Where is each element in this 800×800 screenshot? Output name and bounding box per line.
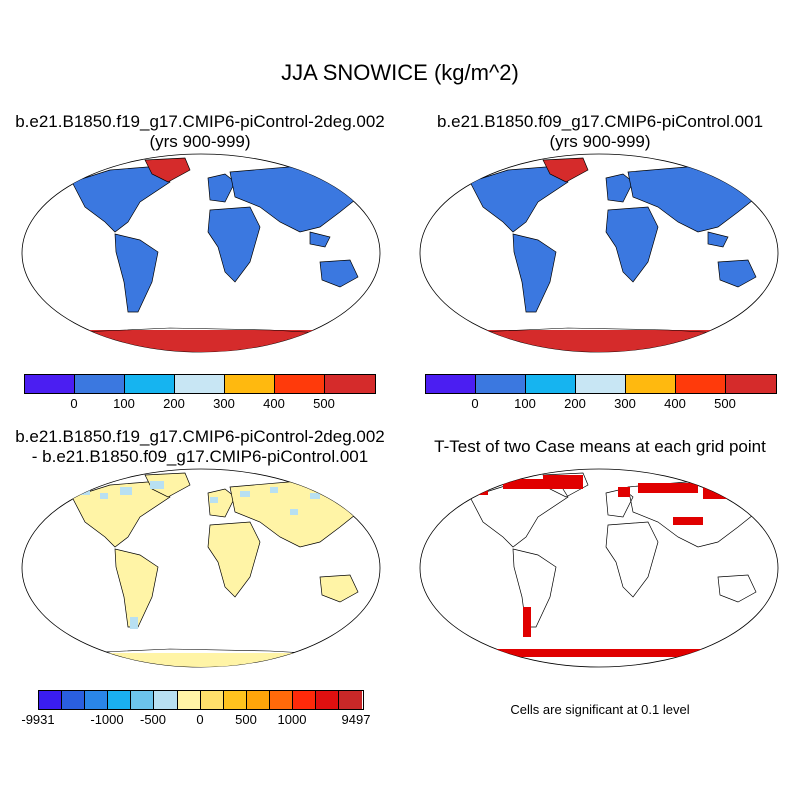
map-diff <box>21 468 381 668</box>
colorbar-swatch <box>325 375 375 393</box>
colorbar-tick-label: 0 <box>70 396 78 411</box>
colorbar-swatch <box>225 375 275 393</box>
colorbar-swatch <box>85 691 109 709</box>
colorbar-tick-label: 500 <box>235 712 257 727</box>
significance-note: Cells are significant at 0.1 level <box>510 702 690 717</box>
colorbar-swatch <box>177 691 201 709</box>
panel-title-case1: b.e21.B1850.f19_g17.CMIP6-piControl-2deg… <box>0 112 400 152</box>
colorbar-tick-label: 0 <box>196 712 204 727</box>
colorbar-swatch <box>200 691 224 709</box>
colorbar-swatch <box>108 691 132 709</box>
colorbar-swatch <box>39 691 63 709</box>
panel-title-line2: (yrs 900-999) <box>549 132 651 151</box>
figure-title: JJA SNOWICE (kg/m^2) <box>281 60 519 85</box>
colorbar-tick-label: 200 <box>564 396 586 411</box>
colorbar-diff <box>38 690 364 710</box>
panel-title-diff: b.e21.B1850.f19_g17.CMIP6-piControl-2deg… <box>0 427 400 467</box>
colorbar-swatch <box>125 375 175 393</box>
colorbar-swatch <box>175 375 225 393</box>
colorbar-tick-label: -1000 <box>90 712 124 727</box>
colorbar-swatch <box>476 375 526 393</box>
colorbar-tick-label: 1000 <box>277 712 307 727</box>
panel-title-line2: - b.e21.B1850.f09_g17.CMIP6-piControl.00… <box>31 447 369 466</box>
colorbar-swatch <box>339 691 363 709</box>
colorbar-swatch <box>25 375 75 393</box>
colorbar-swatch <box>676 375 726 393</box>
colorbar-swatch <box>275 375 325 393</box>
colorbar-swatch <box>726 375 776 393</box>
colorbar-tick-label: 300 <box>213 396 235 411</box>
panel-title-case2: b.e21.B1850.f09_g17.CMIP6-piControl.001 … <box>400 112 800 152</box>
colorbar-tick-label: 500 <box>714 396 736 411</box>
colorbar-tick-label: 300 <box>614 396 636 411</box>
colorbar-tick-label: 0 <box>471 396 479 411</box>
colorbar-swatch <box>62 691 86 709</box>
panel-title-ttest: T-Test of two Case means at each grid po… <box>400 437 800 457</box>
colorbar-swatch <box>626 375 676 393</box>
colorbar-tick-label: 400 <box>664 396 686 411</box>
colorbar-swatch <box>75 375 125 393</box>
colorbar-tick-label: 200 <box>163 396 185 411</box>
panel-title-line1: b.e21.B1850.f19_g17.CMIP6-piControl-2deg… <box>15 427 385 446</box>
map-ttest <box>419 468 779 668</box>
colorbar-swatch <box>131 691 155 709</box>
colorbar-case1 <box>24 374 376 394</box>
colorbar-swatch <box>293 691 317 709</box>
panel-title-line1: b.e21.B1850.f19_g17.CMIP6-piControl-2deg… <box>15 112 385 131</box>
colorbar-swatch <box>154 691 178 709</box>
map-case2 <box>419 153 779 353</box>
colorbar-tick-label: -500 <box>139 712 167 727</box>
colorbar-tick-label: 400 <box>263 396 285 411</box>
panel-title-line1: T-Test of two Case means at each grid po… <box>434 437 766 456</box>
colorbar-swatch <box>246 691 270 709</box>
colorbar-swatch <box>426 375 476 393</box>
colorbar-swatch <box>223 691 247 709</box>
colorbar-tick-label: 100 <box>113 396 135 411</box>
panel-title-line2: (yrs 900-999) <box>149 132 251 151</box>
colorbar-swatch <box>269 691 294 709</box>
colorbar-swatch <box>576 375 626 393</box>
panel-title-line1: b.e21.B1850.f09_g17.CMIP6-piControl.001 <box>436 112 764 131</box>
colorbar-tick-label: -9931 <box>21 712 55 727</box>
colorbar-tick-label: 100 <box>514 396 536 411</box>
colorbar-swatch <box>526 375 576 393</box>
colorbar-tick-label: 9497 <box>341 712 371 727</box>
colorbar-case2 <box>425 374 777 394</box>
map-case1 <box>21 153 381 353</box>
colorbar-tick-label: 500 <box>313 396 335 411</box>
colorbar-swatch <box>316 691 340 709</box>
